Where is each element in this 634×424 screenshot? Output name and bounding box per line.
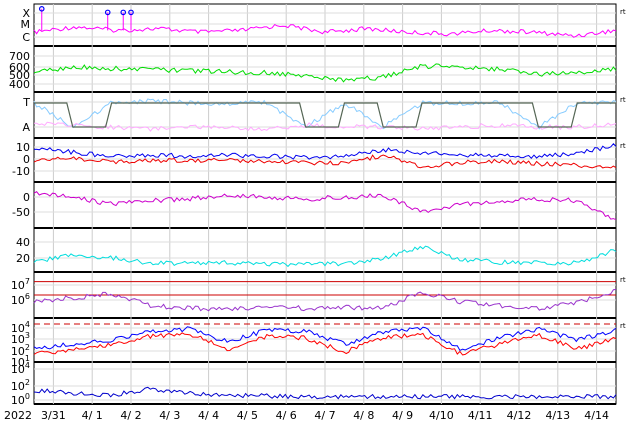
flare-marker [120,9,127,16]
y-tick-label: 102 [11,343,30,358]
series-line-wind-speed [33,63,617,83]
y-tick-label: 103 [11,331,30,346]
y-tick-label: X [22,7,30,20]
y-tick-label: 700 [9,50,30,63]
y-tick-label: 600 [9,61,30,74]
y-tick-label: 104 [11,320,30,335]
x-tick-label: 4/ 1 [82,409,103,422]
y-tick-label: 0 [23,153,30,166]
series-line-proton-flux [33,332,617,356]
y-tick-label: 100 [11,392,30,407]
x-tick-label: 4/ 7 [314,409,335,422]
y-tick-label: 400 [9,78,30,91]
series-line-electron-flux [33,288,617,312]
x-tick-label: 4/ 2 [120,409,141,422]
series-line-proton-flux [33,326,617,352]
tick-labels: XMCrt700600500400TArt100-10rt0-504020107… [9,7,626,407]
x-tick-label: 4/ 4 [198,409,219,422]
realtime-label: rt [620,8,626,16]
x-tick-label: 4/11 [468,409,493,422]
x-tick-label: 4/ 6 [276,409,297,422]
series-line-imf [33,143,617,160]
x-tick-label: 4/10 [429,409,454,422]
x-tick-label: 4/ 9 [392,409,413,422]
y-tick-label: T [22,96,30,109]
realtime-label: rt [620,96,626,104]
series-layer [33,6,617,400]
realtime-label: rt [620,276,626,284]
y-tick-label: 102 [11,378,30,393]
flare-marker [38,6,45,12]
x-tick-label: 4/ 8 [353,409,374,422]
series-line-ae-index [33,386,617,400]
y-tick-label: 500 [9,69,30,82]
series-line-proton-density [33,245,617,268]
x-tick-label: 4/13 [545,409,570,422]
y-tick-label: 40 [16,236,30,249]
y-tick-label: M [21,18,31,31]
y-tick-label: 106 [11,292,30,307]
y-tick-label: -10 [12,165,30,178]
x-tick-label: 3/31 [41,409,66,422]
x-tick-label: 4/ 5 [237,409,258,422]
time-axis: 2022 3/31 4/ 1 4/ 2 4/ 3 4/ 4 4/ 5 4/ 6 4/ 7 4/ … [4,409,609,422]
realtime-label: rt [620,142,626,150]
y-tick-label: -50 [12,206,30,219]
x-tick-label: 4/14 [584,409,609,422]
y-tick-label: 10 [16,141,30,154]
flare-marker [104,9,111,16]
y-tick-label: 20 [16,252,30,265]
series-line-sector [33,121,617,132]
grid-lines [34,4,616,404]
realtime-label: rt [620,322,626,330]
y-tick-label: A [22,121,30,134]
series-line-sector [34,102,616,128]
x-tick-label: 4/ 3 [159,409,180,422]
y-tick-label: C [22,31,30,44]
y-tick-label: 104 [11,361,30,376]
series-line-dst [33,191,617,221]
x-tick-label: 4/12 [507,409,532,422]
year-label: 2022 [4,409,32,422]
y-tick-label: 0 [23,191,30,204]
y-tick-label: 101 [11,354,30,369]
flare-marker [128,9,134,16]
y-tick-label: 107 [11,277,30,292]
series-line-xray [33,23,617,38]
series-line-imf [33,154,617,169]
